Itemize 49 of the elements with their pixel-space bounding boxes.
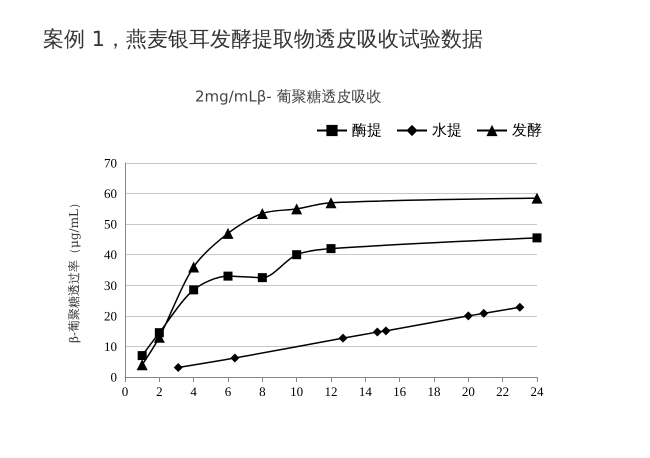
point: [326, 197, 336, 208]
x-tick-label: 8: [259, 384, 266, 399]
point: [338, 334, 348, 343]
x-tick-label: 22: [496, 384, 510, 399]
point: [372, 328, 382, 337]
point: [515, 302, 524, 312]
x-tick-label: 2: [156, 384, 163, 399]
y-tick-label: 0: [110, 370, 117, 384]
y-tick-label: 10: [104, 338, 117, 354]
point: [256, 208, 268, 219]
y-tick-label: 20: [104, 308, 117, 324]
y-tick-label: 70: [104, 156, 117, 170]
chart-subtitle: 2mg/mLβ- 葡聚糖透皮吸收: [195, 88, 382, 106]
point: [291, 203, 302, 214]
x-tick-label: 12: [324, 384, 338, 399]
legend-label: 酶提: [352, 122, 382, 139]
point: [224, 272, 232, 281]
x-tick-label: 20: [462, 384, 475, 399]
point: [292, 250, 302, 260]
point: [138, 351, 147, 360]
y-tick-label: 30: [104, 278, 117, 293]
point: [381, 326, 390, 336]
x-tick-label: 16: [393, 384, 407, 399]
x-tick-label: 14: [358, 384, 372, 399]
point: [464, 311, 473, 320]
point: [230, 354, 240, 363]
y-tick-label: 50: [104, 216, 117, 232]
x-tick-label: 24: [530, 384, 544, 399]
x-tick-label: 4: [190, 384, 198, 399]
y-tick-label: 40: [104, 247, 117, 262]
y-axis-title: β-葡聚糖透过率（μg/mL）: [67, 197, 81, 343]
legend-label: 水提: [432, 122, 462, 139]
legend-label: 发酵: [512, 122, 542, 139]
point: [258, 273, 267, 282]
point: [189, 285, 198, 294]
x-tick-label: 18: [428, 384, 440, 399]
point: [532, 192, 542, 204]
y-tick-label: 60: [104, 186, 117, 202]
point: [479, 308, 488, 318]
point: [188, 261, 200, 272]
point: [326, 244, 336, 254]
point: [222, 228, 234, 239]
point: [532, 233, 542, 242]
point: [174, 363, 183, 372]
x-tick-label: 6: [224, 384, 232, 399]
point: [136, 359, 148, 370]
x-tick-label: 0: [122, 384, 128, 399]
x-tick-label: 10: [290, 384, 304, 399]
chart-title: 案例 1，燕麦银耳发酵提取物透皮吸收试验数据: [43, 27, 484, 51]
